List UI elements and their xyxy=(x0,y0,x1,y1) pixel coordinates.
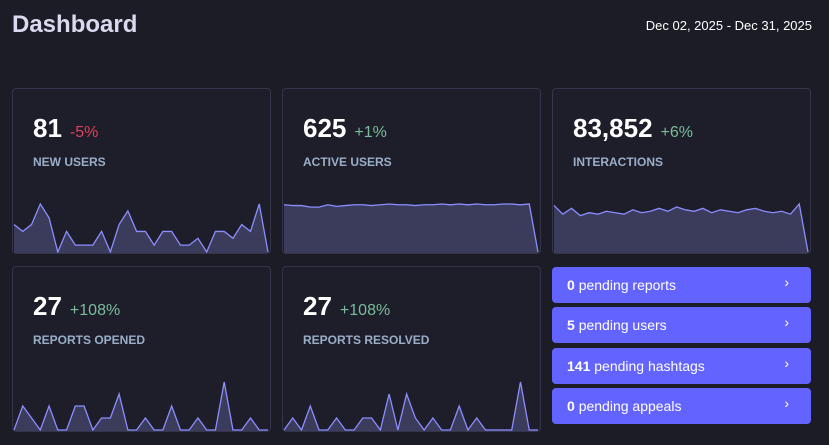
metric-number: 83,852 xyxy=(573,113,653,143)
metric-change: +6% xyxy=(660,124,693,141)
metric-label: NEW USERS xyxy=(33,155,106,169)
metric-card-reports-opened: 27 +108% REPORTS OPENED xyxy=(12,266,271,432)
sparkline-chart xyxy=(553,202,809,253)
metric-card-reports-resolved: 27 +108% REPORTS RESOLVED xyxy=(282,266,541,432)
sparkline-chart xyxy=(13,381,268,431)
metric-change: +1% xyxy=(354,124,387,141)
pending-hashtags-link[interactable]: 141 pending hashtags › xyxy=(552,348,811,384)
sparkline-area xyxy=(14,382,268,431)
sparkline-line xyxy=(283,203,539,253)
pending-appeals-link[interactable]: 0 pending appeals › xyxy=(552,388,811,424)
sparkline-line xyxy=(283,381,538,431)
sparkline-chart xyxy=(13,202,269,253)
metric-value: 27 +108% xyxy=(303,291,390,322)
page-title: Dashboard xyxy=(12,11,138,38)
metric-card-active-users: 625 +1% ACTIVE USERS xyxy=(282,88,541,254)
sparkline-line xyxy=(13,381,268,431)
metric-change: +108% xyxy=(339,302,391,319)
sparkline-area xyxy=(14,204,268,253)
metric-number: 27 xyxy=(33,291,62,321)
pending-label: pending reports xyxy=(578,277,676,293)
chevron-right-icon: › xyxy=(784,314,789,330)
sparkline-line xyxy=(13,202,269,253)
chevron-right-icon: › xyxy=(784,355,789,371)
metric-value: 83,852 +6% xyxy=(573,113,693,144)
pending-label: pending appeals xyxy=(578,398,682,414)
pending-label: pending users xyxy=(578,317,667,333)
metric-label: INTERACTIONS xyxy=(573,155,663,169)
metric-card-interactions: 83,852 +6% INTERACTIONS xyxy=(552,88,811,254)
pending-label: pending hashtags xyxy=(594,358,705,374)
pending-count: 141 xyxy=(567,358,591,374)
sparkline-area xyxy=(554,204,808,253)
metric-number: 81 xyxy=(33,113,62,143)
metric-label: REPORTS RESOLVED xyxy=(303,333,430,347)
date-range: Dec 02, 2025 - Dec 31, 2025 xyxy=(645,18,812,33)
metric-card-new-users: 81 -5% NEW USERS xyxy=(12,88,271,254)
metric-change: -5% xyxy=(69,124,99,141)
chevron-right-icon: › xyxy=(784,395,789,411)
metric-change: +108% xyxy=(69,302,121,319)
metric-value: 625 +1% xyxy=(303,113,387,144)
metric-number: 27 xyxy=(303,291,332,321)
pending-count: 0 xyxy=(567,398,575,414)
sparkline-area xyxy=(284,204,538,253)
pending-users-link[interactable]: 5 pending users › xyxy=(552,307,811,343)
sparkline-line xyxy=(553,202,809,253)
sparkline-chart xyxy=(283,381,538,431)
pending-count: 5 xyxy=(567,317,575,333)
metric-value: 27 +108% xyxy=(33,291,120,322)
metric-label: REPORTS OPENED xyxy=(33,333,146,347)
sparkline-chart xyxy=(283,203,539,253)
metric-label: ACTIVE USERS xyxy=(303,155,392,169)
metric-value: 81 -5% xyxy=(33,113,98,144)
pending-count: 0 xyxy=(567,277,575,293)
chevron-right-icon: › xyxy=(784,274,789,290)
pending-reports-link[interactable]: 0 pending reports › xyxy=(552,267,811,303)
metric-number: 625 xyxy=(303,113,347,143)
